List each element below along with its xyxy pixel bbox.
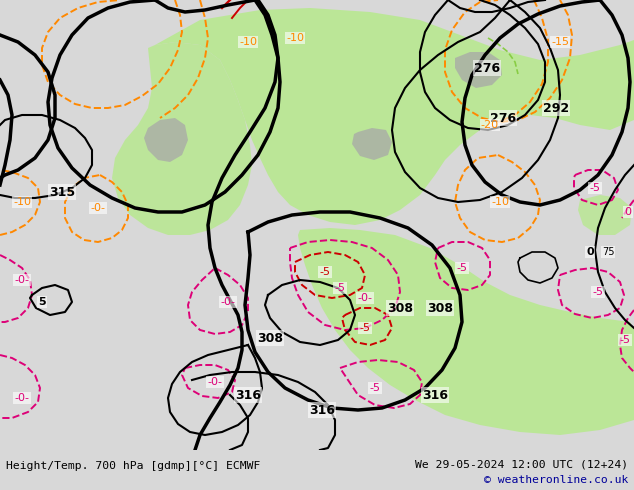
Text: -5: -5 [370,383,380,393]
Text: -10: -10 [491,197,509,207]
Text: 0: 0 [624,207,631,217]
Text: -0-: -0- [207,377,223,387]
Text: -0-: -0- [91,203,105,213]
Polygon shape [352,128,392,160]
Text: 276: 276 [490,112,516,124]
Text: © weatheronline.co.uk: © weatheronline.co.uk [484,475,628,485]
Text: 308: 308 [427,301,453,315]
Polygon shape [455,52,502,88]
Text: -5: -5 [619,335,630,345]
Text: Height/Temp. 700 hPa [gdmp][°C] ECMWF: Height/Temp. 700 hPa [gdmp][°C] ECMWF [6,461,261,471]
Text: -0-: -0- [358,293,373,303]
Polygon shape [298,228,634,435]
Text: 308: 308 [387,301,413,315]
Text: 0: 0 [586,247,594,257]
Text: 316: 316 [309,403,335,416]
Text: -5: -5 [456,263,467,273]
Text: -0-: -0- [221,297,235,307]
Text: 308: 308 [257,332,283,344]
Text: -10: -10 [239,37,257,47]
Text: -0-: -0- [15,393,30,403]
Text: 316: 316 [422,389,448,401]
Text: 5: 5 [38,297,46,307]
Polygon shape [112,42,252,235]
Text: We 29-05-2024 12:00 UTC (12+24): We 29-05-2024 12:00 UTC (12+24) [415,459,628,469]
Text: -5: -5 [593,287,604,297]
Polygon shape [155,8,634,225]
Text: 75: 75 [602,247,614,257]
Text: -5: -5 [359,323,370,333]
Polygon shape [144,118,188,162]
Text: 276: 276 [474,62,500,74]
Text: -10: -10 [13,197,31,207]
Text: -20: -20 [481,120,499,130]
Text: 292: 292 [543,101,569,115]
Text: -10: -10 [286,33,304,43]
Polygon shape [578,195,632,235]
Text: -5: -5 [320,267,330,277]
Text: 315: 315 [49,186,75,198]
Text: -5: -5 [590,183,600,193]
Text: -15: -15 [551,37,569,47]
Text: -5: -5 [335,283,346,293]
Text: 316: 316 [235,389,261,401]
Text: -0-: -0- [15,275,30,285]
